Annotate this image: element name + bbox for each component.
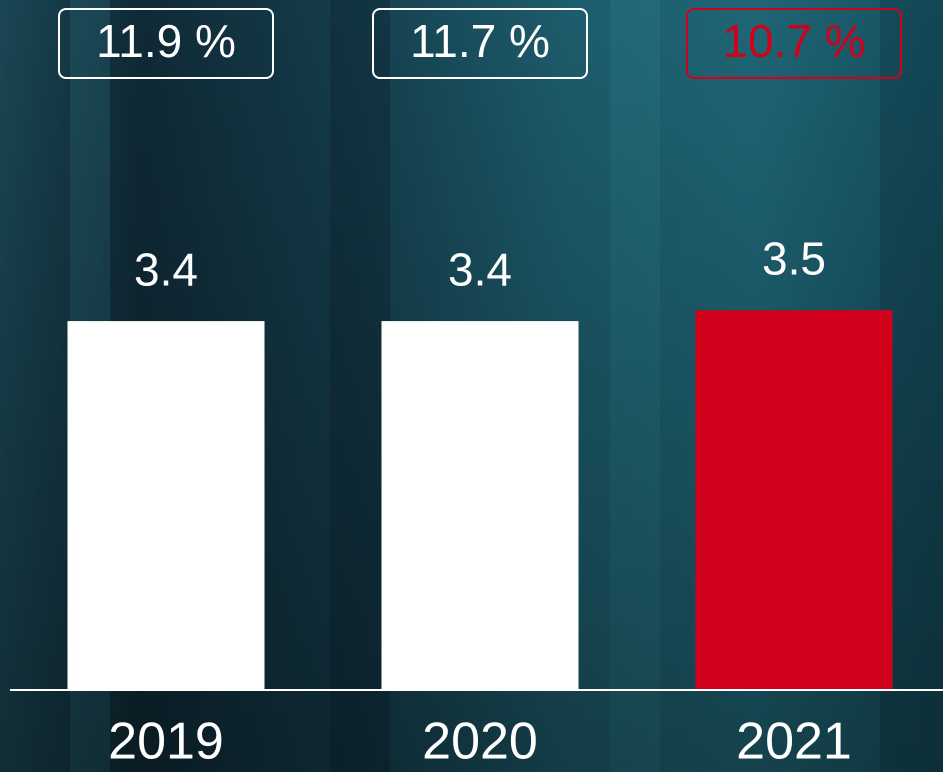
value-label: 3.4 <box>134 243 198 295</box>
annotation-box <box>686 8 902 79</box>
x-tick-label: 2020 <box>422 713 538 771</box>
bar <box>381 321 579 690</box>
annotation-box <box>372 8 588 79</box>
bar <box>67 321 265 690</box>
annotation-box <box>58 8 274 79</box>
annotation: 10.7 % <box>722 15 865 67</box>
bar <box>695 310 893 690</box>
annotation: 11.9 % <box>96 15 236 67</box>
x-tick-label: 2021 <box>736 713 852 771</box>
x-tick-label: 2019 <box>108 713 224 771</box>
annotation: 11.7 % <box>410 15 550 67</box>
value-label: 3.5 <box>762 232 826 284</box>
value-label: 3.4 <box>448 243 512 295</box>
